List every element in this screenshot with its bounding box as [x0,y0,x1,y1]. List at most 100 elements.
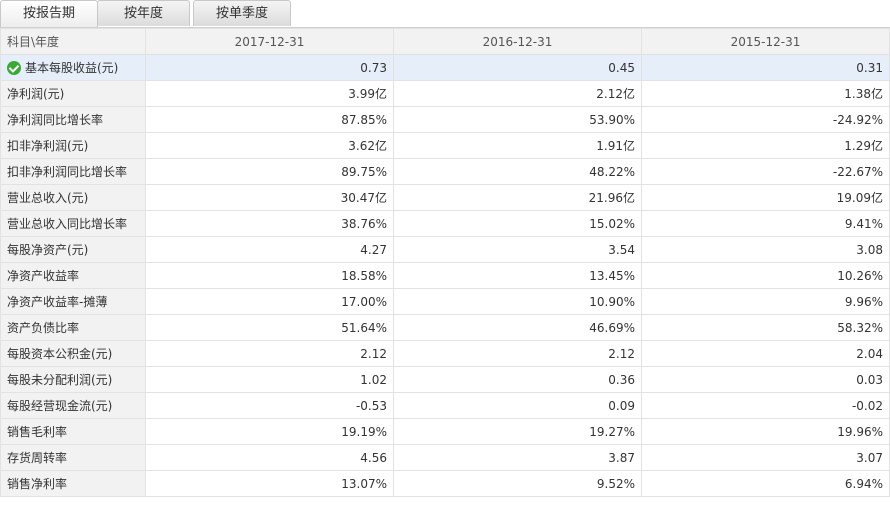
row-label-cell: 净利润同比增长率 [0,106,146,133]
table-row: 每股净资产(元) 4.27 3.54 3.08 [0,236,890,263]
value-cell: 0.31 [641,54,890,81]
row-label-cell: 扣非净利润(元) [0,132,146,159]
row-label: 每股未分配利润(元) [7,373,113,387]
value-cell: 2.12 [393,340,642,367]
row-label: 扣非净利润同比增长率 [7,165,128,179]
table-row: 营业总收入(元) 30.47亿 21.96亿 19.09亿 [0,184,890,211]
row-label: 存货周转率 [7,451,68,465]
table-row: 净利润(元) 3.99亿 2.12亿 1.38亿 [0,80,890,107]
tab-annual[interactable]: 按年度 [97,0,190,26]
row-label: 净资产收益率 [7,269,80,283]
value-cell: 38.76% [145,210,394,237]
row-label: 净资产收益率-摊薄 [7,295,108,309]
value-cell: 21.96亿 [393,184,642,211]
value-cell: 19.27% [393,418,642,445]
value-cell: 2.04 [641,340,890,367]
value-cell: 2.12亿 [393,80,642,107]
value-cell: 3.07 [641,444,890,471]
value-cell: 58.32% [641,314,890,341]
row-label: 每股经营现金流(元) [7,399,113,413]
value-cell: 46.69% [393,314,642,341]
value-cell: 4.56 [145,444,394,471]
value-cell: 19.96% [641,418,890,445]
value-cell: -0.53 [145,392,394,419]
value-cell: 51.64% [145,314,394,341]
value-cell: 30.47亿 [145,184,394,211]
row-label: 每股净资产(元) [7,243,89,257]
value-cell: 18.58% [145,262,394,289]
row-label-cell: 资产负债比率 [0,314,146,341]
tab-quarterly[interactable]: 按单季度 [193,0,291,26]
value-cell: 4.27 [145,236,394,263]
table-row: 资产负债比率 51.64% 46.69% 58.32% [0,314,890,341]
row-label-cell: 扣非净利润同比增长率 [0,158,146,185]
row-label-cell: 净利润(元) [0,80,146,107]
value-cell: -0.02 [641,392,890,419]
row-label-cell: 每股资本公积金(元) [0,340,146,367]
table-header-row: 科目\年度 2017-12-31 2016-12-31 2015-12-31 [0,28,890,55]
value-cell: 9.96% [641,288,890,315]
table-row: 扣非净利润同比增长率 89.75% 48.22% -22.67% [0,158,890,185]
value-cell: 89.75% [145,158,394,185]
value-cell: 1.91亿 [393,132,642,159]
row-label-cell: 每股未分配利润(元) [0,366,146,393]
value-cell: 9.41% [641,210,890,237]
row-label-cell: 销售毛利率 [0,418,146,445]
row-label-cell: 净资产收益率-摊薄 [0,288,146,315]
value-cell: 6.94% [641,470,890,497]
row-label: 营业总收入同比增长率 [7,217,128,231]
value-cell: 3.99亿 [145,80,394,107]
row-label: 销售净利率 [7,477,68,491]
value-cell: 2.12 [145,340,394,367]
value-cell: 0.45 [393,54,642,81]
period-tabs: 按报告期 按年度 按单季度 [0,0,890,28]
corner-header: 科目\年度 [0,28,146,55]
row-label-cell: 每股净资产(元) [0,236,146,263]
value-cell: 0.36 [393,366,642,393]
column-header[interactable]: 2016-12-31 [393,28,642,55]
table-row: 净资产收益率-摊薄 17.00% 10.90% 9.96% [0,288,890,315]
row-label-cell: 基本每股收益(元) [0,54,146,81]
tab-report-period[interactable]: 按报告期 [0,0,98,27]
value-cell: 17.00% [145,288,394,315]
value-cell: -24.92% [641,106,890,133]
row-label-cell: 销售净利率 [0,470,146,497]
table-row: 扣非净利润(元) 3.62亿 1.91亿 1.29亿 [0,132,890,159]
table-row: 净资产收益率 18.58% 13.45% 10.26% [0,262,890,289]
row-label-cell: 存货周转率 [0,444,146,471]
value-cell: 19.09亿 [641,184,890,211]
table-row: 每股经营现金流(元) -0.53 0.09 -0.02 [0,392,890,419]
column-header[interactable]: 2017-12-31 [145,28,394,55]
value-cell: 13.45% [393,262,642,289]
value-cell: 3.87 [393,444,642,471]
value-cell: 53.90% [393,106,642,133]
row-label: 销售毛利率 [7,425,68,439]
table-row: 销售净利率 13.07% 9.52% 6.94% [0,470,890,497]
table-row: 每股资本公积金(元) 2.12 2.12 2.04 [0,340,890,367]
row-label-cell: 营业总收入(元) [0,184,146,211]
table-row: 净利润同比增长率 87.85% 53.90% -24.92% [0,106,890,133]
row-label: 净利润同比增长率 [7,113,104,127]
value-cell: 10.26% [641,262,890,289]
row-label-cell: 每股经营现金流(元) [0,392,146,419]
table-row: 每股未分配利润(元) 1.02 0.36 0.03 [0,366,890,393]
row-label: 扣非净利润(元) [7,139,89,153]
table-row: 基本每股收益(元) 0.73 0.45 0.31 [0,54,890,81]
value-cell: 15.02% [393,210,642,237]
value-cell: 0.09 [393,392,642,419]
value-cell: -22.67% [641,158,890,185]
row-label: 营业总收入(元) [7,191,89,205]
row-label: 净利润(元) [7,87,65,101]
value-cell: 13.07% [145,470,394,497]
value-cell: 0.73 [145,54,394,81]
row-label-cell: 净资产收益率 [0,262,146,289]
value-cell: 1.38亿 [641,80,890,107]
value-cell: 3.08 [641,236,890,263]
value-cell: 10.90% [393,288,642,315]
table-row: 营业总收入同比增长率 38.76% 15.02% 9.41% [0,210,890,237]
value-cell: 87.85% [145,106,394,133]
column-header[interactable]: 2015-12-31 [641,28,890,55]
value-cell: 48.22% [393,158,642,185]
value-cell: 9.52% [393,470,642,497]
value-cell: 1.02 [145,366,394,393]
